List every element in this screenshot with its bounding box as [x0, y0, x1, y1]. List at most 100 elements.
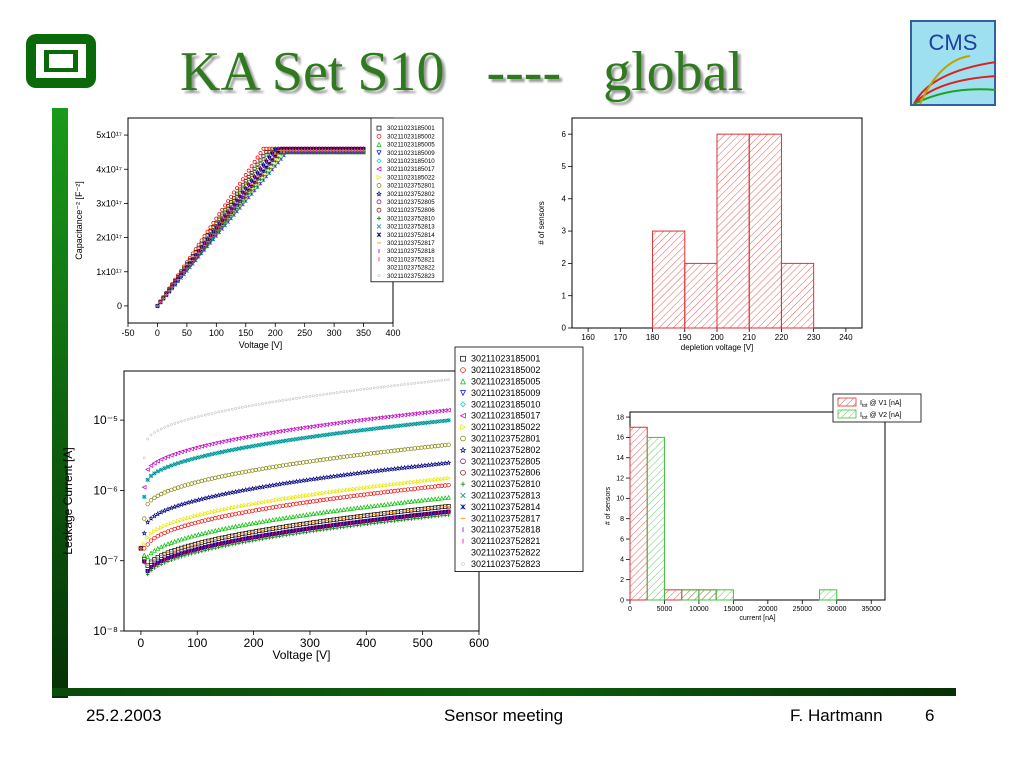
data-point [170, 286, 174, 289]
data-point [405, 422, 411, 427]
data-point [358, 452, 363, 457]
data-point [460, 367, 466, 373]
data-point [442, 460, 448, 466]
y-tick-label: 12 [616, 475, 624, 482]
data-point [280, 503, 286, 508]
data-point [280, 428, 286, 434]
data-point [270, 163, 274, 167]
data-point [247, 189, 250, 193]
data-point [249, 173, 254, 177]
data-point [172, 462, 177, 467]
data-point [341, 488, 347, 493]
data-point [179, 536, 184, 542]
data-point [233, 542, 238, 546]
data-point [294, 494, 300, 500]
data-point [436, 476, 442, 482]
data-point [229, 437, 235, 443]
data-point [188, 263, 192, 267]
legend-label: 30211023185002 [387, 133, 435, 140]
legend-label: 30211023185001 [471, 354, 540, 364]
data-point [328, 432, 333, 437]
data-point [348, 494, 353, 499]
data-point [155, 493, 160, 498]
data-point [209, 476, 215, 481]
data-point [395, 448, 401, 453]
data-point [379, 520, 383, 525]
data-point [348, 487, 354, 492]
x-tick-label: 400 [356, 636, 376, 650]
data-point [192, 532, 198, 538]
data-point [186, 552, 191, 557]
data-point [460, 424, 467, 431]
data-point [213, 411, 217, 415]
data-point [233, 511, 238, 517]
legend-label: 30211023752805 [387, 199, 435, 206]
data-point [318, 149, 321, 152]
data-point [209, 441, 215, 447]
data-point [432, 419, 438, 425]
x-tick-label: 350 [356, 328, 371, 338]
data-point [152, 471, 157, 476]
data-point [426, 380, 430, 384]
data-point [460, 481, 466, 487]
data-point [232, 190, 236, 195]
data-point [351, 428, 357, 434]
data-point [270, 482, 276, 488]
data-point [341, 430, 346, 435]
x-tick-label: 220 [775, 333, 789, 342]
data-point [294, 149, 298, 152]
legend-box [454, 346, 584, 573]
data-point [415, 445, 421, 451]
data-point [243, 486, 249, 493]
data-point [385, 482, 391, 488]
data-point [442, 418, 448, 424]
data-point [304, 530, 309, 535]
data-point [440, 513, 444, 518]
data-point [358, 492, 363, 498]
data-point [432, 477, 438, 483]
data-point [348, 453, 353, 459]
data-point [151, 460, 157, 466]
data-point [210, 412, 214, 415]
data-point [145, 572, 150, 577]
data-point [432, 484, 438, 489]
data-point [460, 378, 466, 385]
data-point [182, 535, 188, 541]
data-point [223, 219, 227, 222]
data-point [460, 458, 466, 465]
data-point [247, 192, 251, 196]
data-point [246, 175, 251, 180]
data-point [334, 488, 340, 494]
data-point [244, 405, 248, 408]
data-point [226, 490, 232, 496]
data-point [402, 480, 408, 486]
data-point [355, 453, 360, 458]
data-point [249, 433, 255, 439]
data-point [165, 541, 171, 547]
data-point [256, 519, 262, 525]
data-point [196, 512, 201, 518]
data-point [189, 514, 195, 520]
data-point [446, 513, 451, 517]
data-point [145, 554, 151, 559]
data-point [189, 456, 194, 462]
data-point [156, 564, 160, 568]
data-point [241, 197, 245, 200]
data-point [216, 515, 221, 520]
data-point [297, 478, 303, 484]
data-point [287, 427, 292, 433]
data-point [274, 400, 278, 403]
data-point [158, 467, 164, 472]
plot-frame [123, 370, 480, 632]
data-point [226, 199, 231, 204]
data-point [355, 486, 360, 492]
x-tick-label: 0 [138, 636, 145, 650]
data-point [422, 420, 428, 426]
data-point [166, 559, 170, 564]
data-point [287, 462, 292, 467]
data-point [219, 449, 225, 455]
data-point [155, 511, 161, 517]
data-point [267, 505, 272, 511]
data-point [378, 450, 384, 455]
data-point [382, 520, 387, 524]
